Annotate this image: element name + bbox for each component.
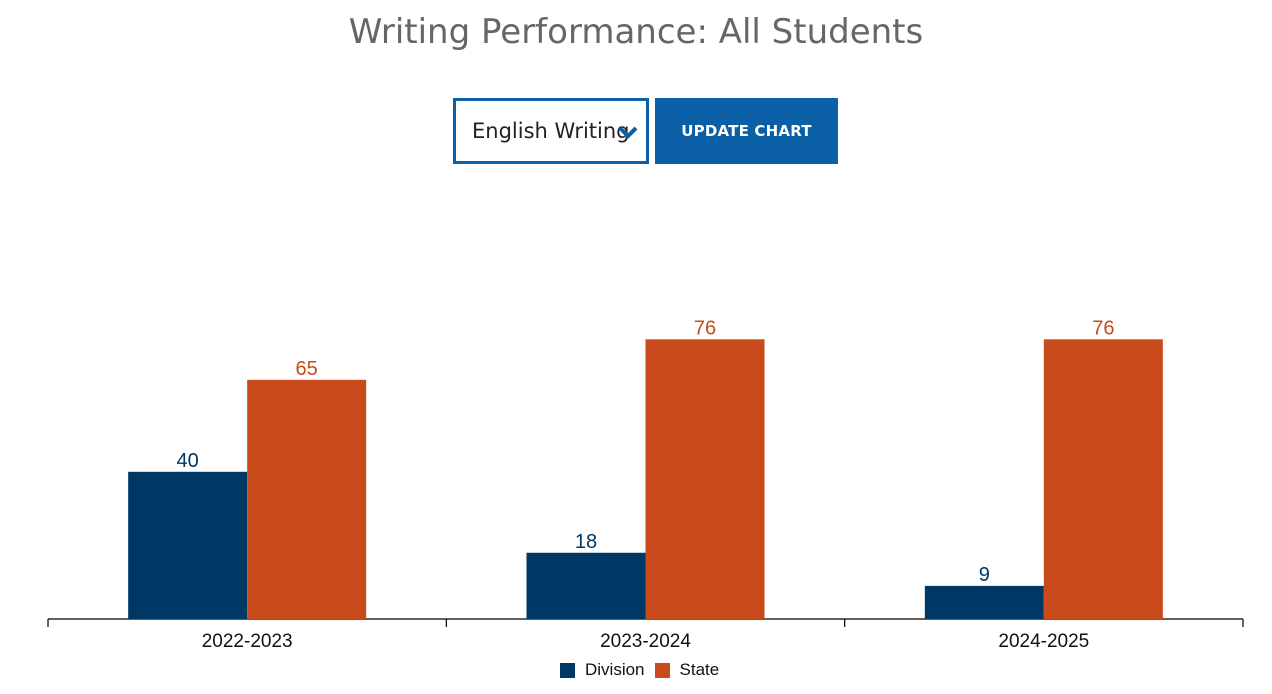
data-label-state-2023-2024: 76 (694, 317, 716, 339)
bar-division-2024-2025 (924, 585, 1044, 619)
data-label-division-2023-2024: 18 (575, 531, 597, 553)
subject-select-value: English Writing (472, 119, 630, 143)
legend-label-division: Division (585, 660, 645, 679)
update-chart-button[interactable]: UPDATE CHART (655, 98, 838, 164)
legend-item-state: State (654, 660, 720, 680)
chart-controls: English Writing UPDATE CHART (453, 98, 838, 164)
chart-legend: Division State (560, 660, 729, 680)
bar-state-2023-2024 (645, 339, 765, 619)
legend-item-division: Division (560, 660, 645, 680)
x-tick-label: 2022-2023 (202, 631, 293, 652)
subject-select[interactable]: English Writing (453, 98, 649, 164)
legend-swatch-state (654, 662, 670, 678)
legend-label-state: State (679, 660, 720, 679)
chart-title: Writing Performance: All Students (348, 12, 924, 52)
data-label-division-2024-2025: 9 (979, 564, 990, 586)
bar-state-2024-2025 (1043, 339, 1163, 619)
bar-division-2023-2024 (526, 552, 646, 619)
data-label-state-2022-2023: 65 (296, 358, 318, 380)
bar-state-2022-2023 (247, 379, 367, 619)
legend-swatch-division (560, 662, 575, 678)
x-tick-label: 2023-2024 (600, 631, 691, 652)
data-label-state-2024-2025: 76 (1092, 317, 1114, 339)
data-label-division-2022-2023: 40 (177, 450, 199, 472)
x-tick-label: 2024-2025 (998, 631, 1089, 652)
chevron-down-icon (618, 126, 638, 139)
bar-division-2022-2023 (128, 471, 248, 619)
